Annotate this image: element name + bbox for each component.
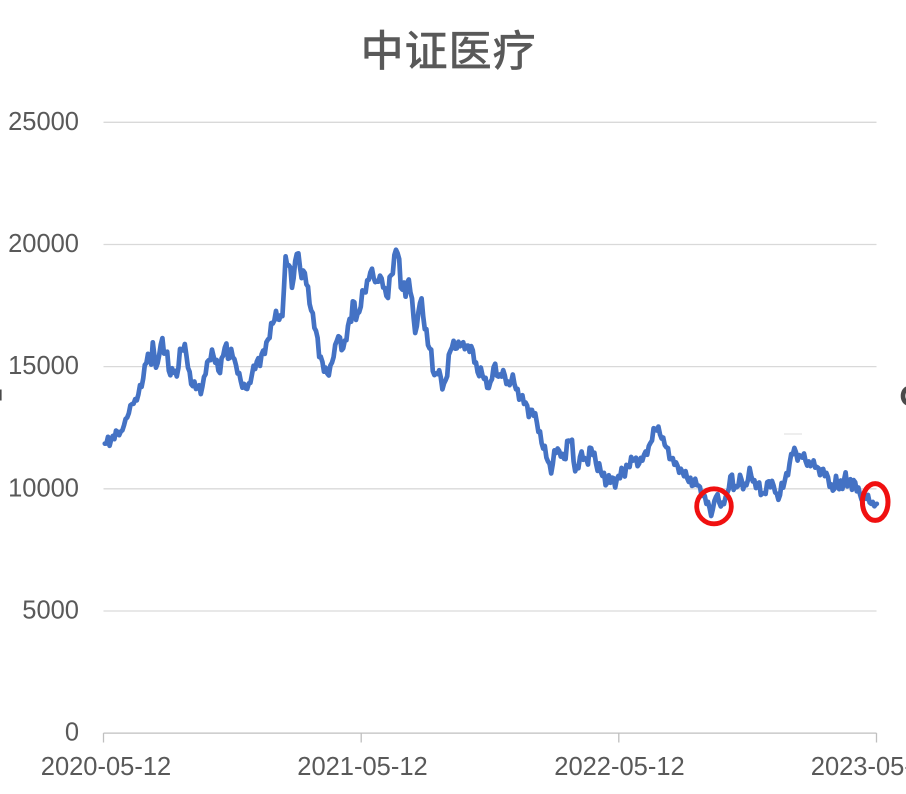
svg-text:0: 0: [65, 719, 79, 747]
svg-text:10000: 10000: [8, 474, 79, 502]
svg-text:2022-05-12: 2022-05-12: [554, 753, 684, 781]
svg-text:2020-05-12: 2020-05-12: [41, 753, 171, 781]
svg-text:2023-05-12: 2023-05-12: [811, 753, 906, 781]
svg-text:20000: 20000: [8, 230, 79, 258]
svg-text:25000: 25000: [8, 108, 79, 136]
svg-text:5000: 5000: [22, 597, 79, 625]
svg-text:15000: 15000: [8, 352, 79, 380]
svg-text:2021-05-12: 2021-05-12: [297, 753, 427, 781]
